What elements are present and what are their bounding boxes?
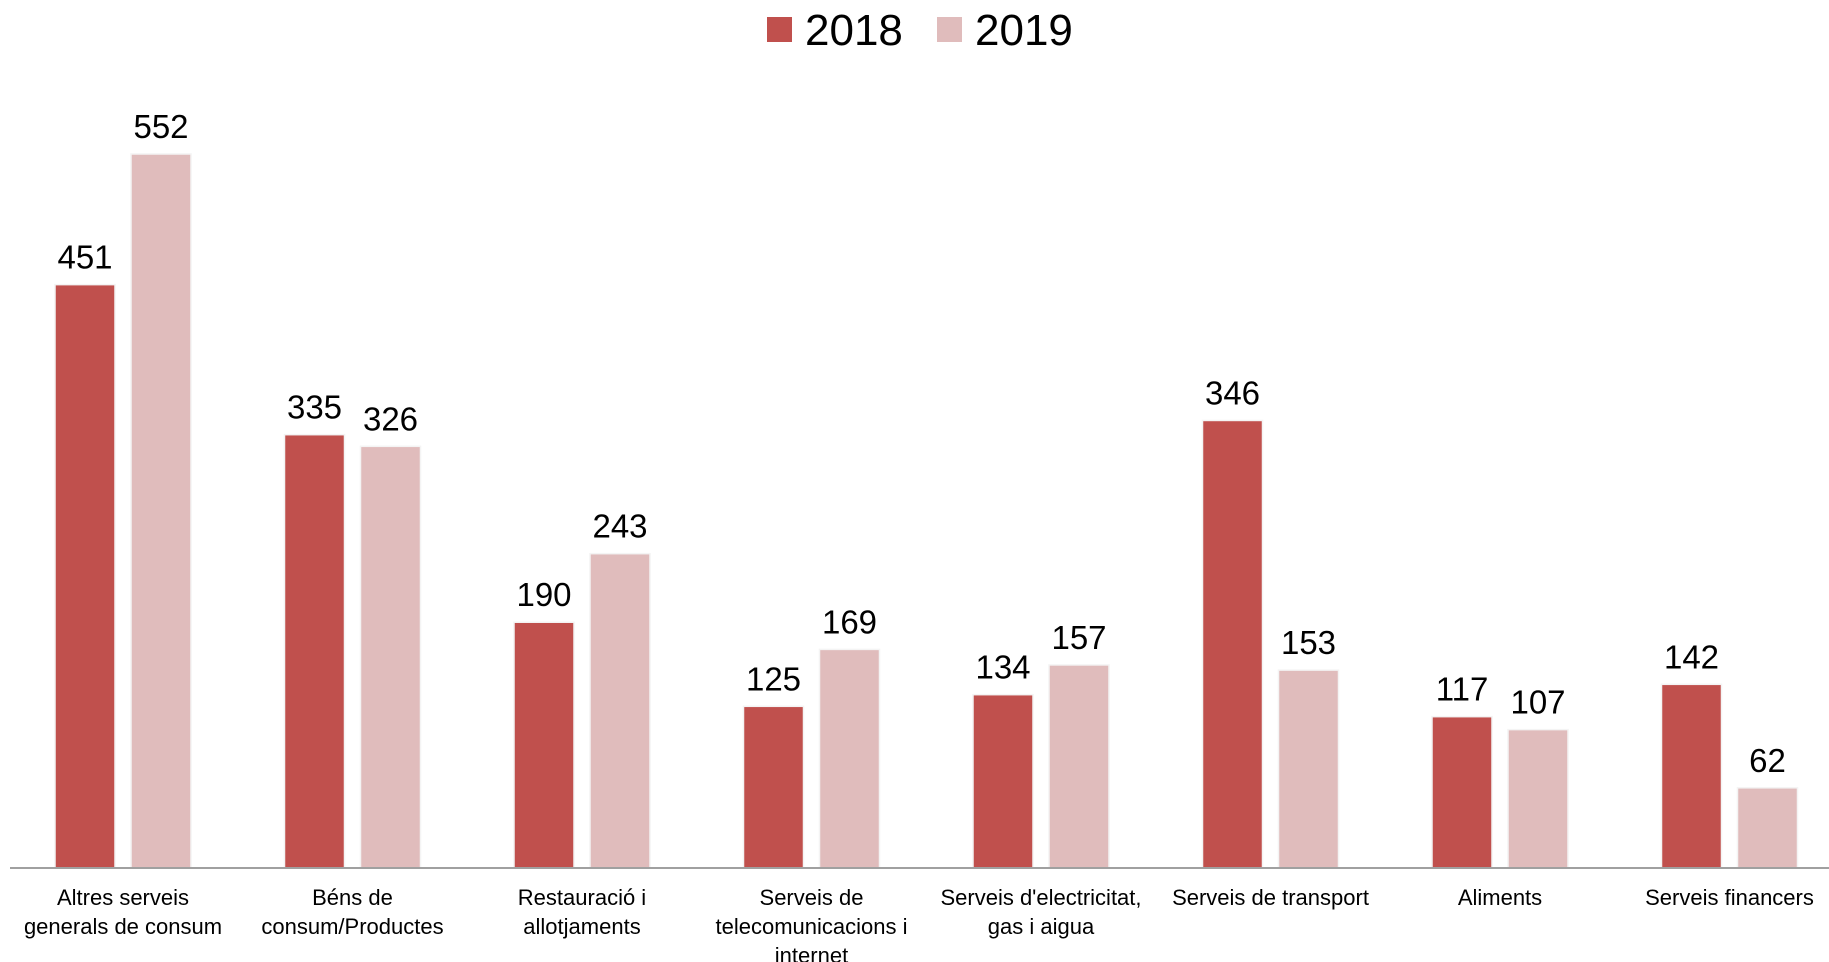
value-label-2019-5: 153 [1281,624,1336,661]
bar-2018-4 [972,693,1034,869]
value-label-2018-4: 134 [975,649,1030,686]
bar-2019-0 [130,153,192,869]
value-label-2018-3: 125 [746,660,801,697]
bar-2019-7 [1736,787,1799,869]
value-label-2018-1: 335 [287,389,342,426]
value-label-2019-0: 552 [133,108,188,145]
bar-2018-1 [283,433,346,869]
category-label-0-line-1: generals de consum [24,914,222,939]
category-label-2-line-1: allotjaments [523,914,640,939]
legend: 2018 2019 [767,6,1073,55]
value-labels: 451 552 335 326 190 243 125 169 134 157 346 153 117 1… [57,108,1785,779]
value-label-2018-2: 190 [516,576,571,613]
bar-2019-4 [1048,664,1110,869]
category-labels: Altres serveis generals de consum Béns de c… [24,885,1814,962]
category-label-2-line-0: Restauració i [518,885,646,910]
category-label-3-line-2: internet [775,943,848,962]
bars [54,153,1799,869]
category-label-6-line-0: Aliments [1458,885,1542,910]
legend-label-2019: 2019 [975,6,1073,55]
bar-2018-3 [742,705,805,869]
category-label-5-line-0: Serveis de transport [1172,885,1369,910]
value-label-2018-5: 346 [1205,374,1260,411]
category-label-1-line-0: Béns de [312,885,393,910]
value-label-2018-0: 451 [57,239,112,276]
bar-2019-3 [818,648,881,869]
category-label-4-line-0: Serveis d'electricitat, [940,885,1141,910]
value-label-2018-6: 117 [1436,671,1489,708]
legend-swatch-2019 [937,17,962,42]
category-label-3-line-1: telecomunicacions i [716,914,908,939]
legend-swatch-2018 [767,17,792,42]
category-label-4-line-1: gas i aigua [988,914,1095,939]
value-label-2019-4: 157 [1051,619,1106,656]
bar-2018-5 [1201,419,1264,869]
bar-2018-6 [1431,715,1493,869]
value-label-2019-3: 169 [822,603,877,640]
category-label-7-line-0: Serveis financers [1645,885,1814,910]
bar-2019-2 [589,552,651,869]
bar-2019-1 [359,445,422,869]
value-label-2019-6: 107 [1510,684,1565,721]
category-label-0-line-0: Altres serveis [57,885,189,910]
bar-2019-6 [1507,728,1569,869]
legend-label-2018: 2018 [805,6,903,55]
category-label-3-line-0: Serveis de [760,885,864,910]
bar-2019-5 [1277,669,1340,869]
bar-2018-0 [54,283,116,869]
value-label-2019-2: 243 [592,508,647,545]
value-label-2018-7: 142 [1664,638,1719,675]
bar-2018-7 [1660,683,1723,869]
value-label-2019-7: 62 [1749,742,1786,779]
value-label-2019-1: 326 [363,400,418,437]
bar-2018-2 [513,621,575,869]
category-label-1-line-1: consum/Productes [261,914,443,939]
